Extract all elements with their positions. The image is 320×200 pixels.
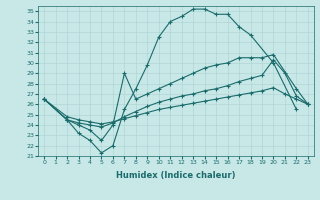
X-axis label: Humidex (Indice chaleur): Humidex (Indice chaleur) — [116, 171, 236, 180]
